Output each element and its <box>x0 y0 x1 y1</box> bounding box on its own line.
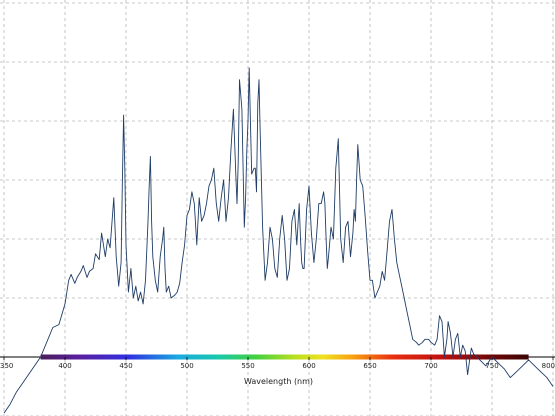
visible-spectrum-bar <box>40 354 529 360</box>
x-tick-label: 450 <box>119 362 132 370</box>
x-tick-label: 700 <box>424 362 437 370</box>
spectrum-line <box>3 67 554 414</box>
x-axis-title: Wavelength (nm) <box>244 377 313 386</box>
x-tick-label: 650 <box>363 362 376 370</box>
x-tick-label: 350 <box>0 362 13 370</box>
x-tick-label: 800 <box>542 362 555 370</box>
x-axis-ticks: 350 400 450 500 550 600 650 700 750 800 <box>0 357 555 370</box>
x-tick-label: 500 <box>180 362 193 370</box>
x-tick-label: 400 <box>58 362 71 370</box>
x-tick-label: 750 <box>485 362 498 370</box>
x-tick-label: 550 <box>241 362 254 370</box>
x-tick-label: 600 <box>302 362 315 370</box>
